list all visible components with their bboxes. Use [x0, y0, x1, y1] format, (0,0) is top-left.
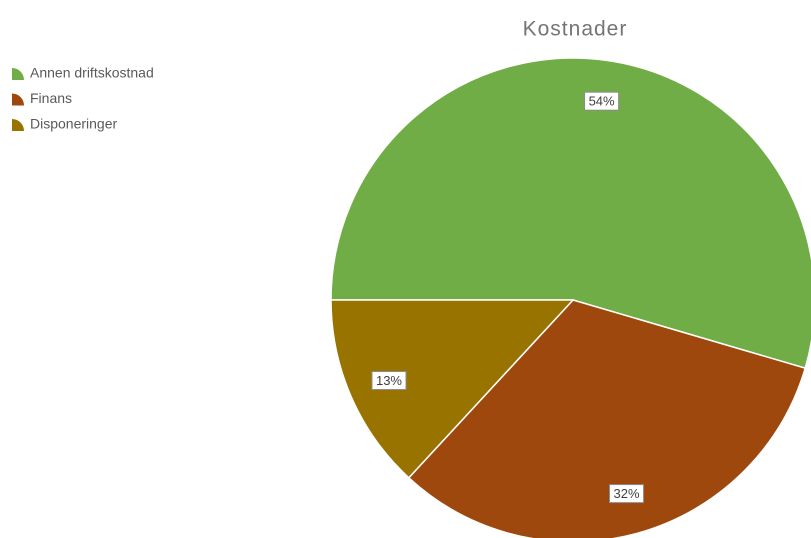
legend-swatch [12, 93, 24, 106]
pie-slice [330, 57, 811, 370]
legend-swatch [12, 68, 24, 80]
chart-title: Kostnader [523, 18, 628, 41]
data-label: 13% [376, 373, 402, 388]
legend-label: Annen driftskostnad [30, 65, 154, 81]
legend-label: Finans [30, 90, 72, 106]
pie-slice [330, 299, 575, 479]
pie-slice [407, 299, 807, 538]
data-label-box [371, 371, 407, 391]
data-label: 32% [614, 486, 640, 501]
data-label-box [609, 484, 645, 504]
legend-label: Disponeringer [30, 116, 117, 132]
data-label: 54% [589, 94, 615, 109]
legend-swatch [12, 119, 24, 131]
data-label-box [584, 91, 620, 111]
